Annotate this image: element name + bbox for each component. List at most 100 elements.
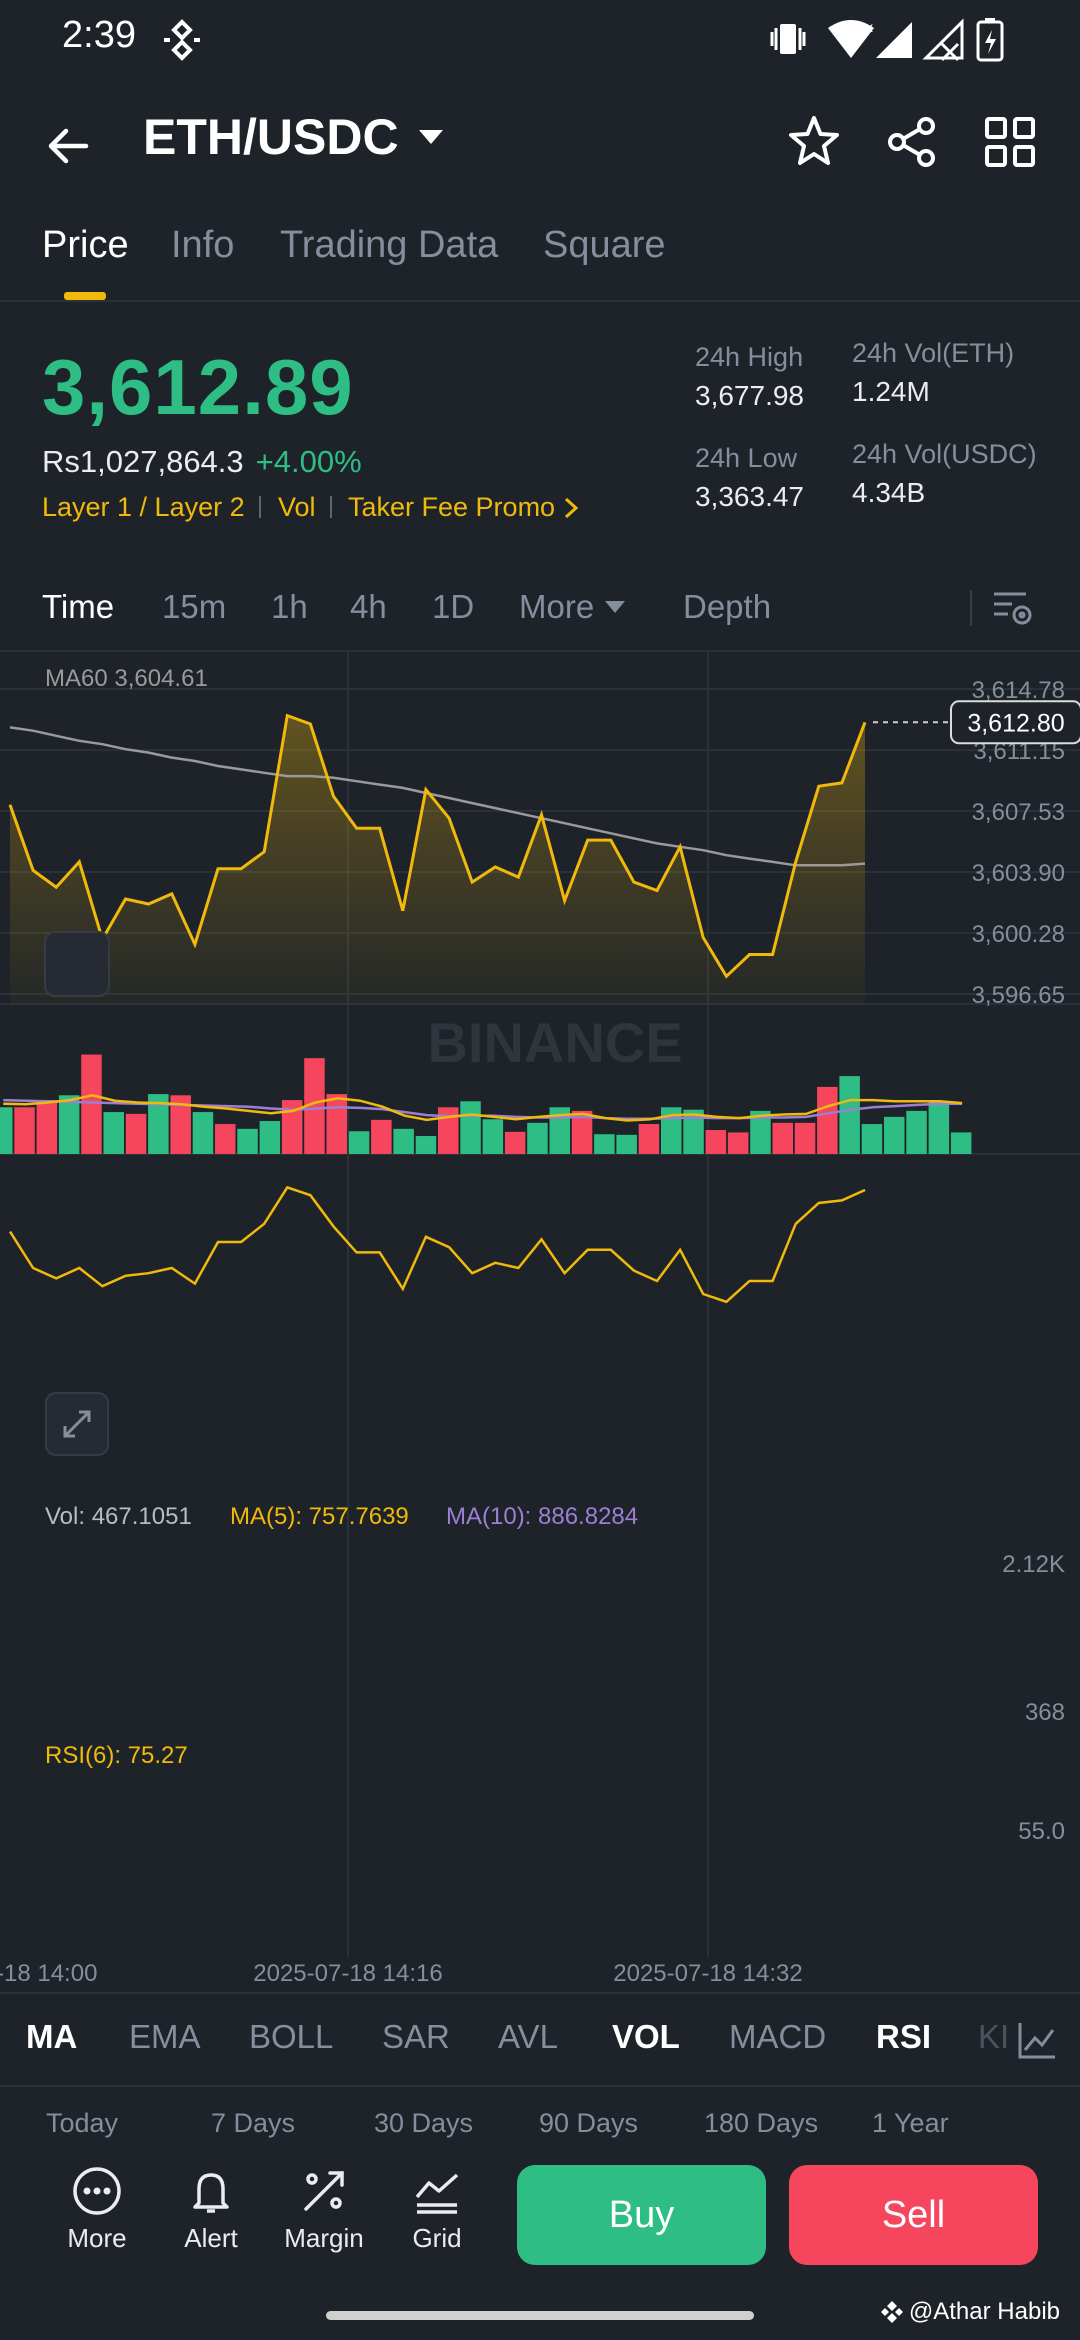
margin-button[interactable]: Margin [279, 2165, 369, 2254]
volume-bar [884, 1116, 905, 1154]
indicator-vol[interactable]: VOL [612, 2018, 680, 2055]
change-percent: +4.00% [255, 444, 362, 479]
credit-text: @Athar Habib [908, 2298, 1060, 2325]
volume-bar [616, 1134, 637, 1154]
share-icon[interactable] [882, 112, 942, 172]
interval-depth[interactable]: Depth [683, 588, 772, 625]
grid-button[interactable]: Grid [392, 2165, 482, 2254]
chart-settings-icon[interactable] [990, 586, 1034, 630]
more-label: More [67, 2223, 127, 2253]
indicator-sar[interactable]: SAR [382, 2018, 450, 2055]
range-today[interactable]: Today [46, 2108, 119, 2138]
fiat-price-row: Rs1,027,864.3 +4.00% [42, 444, 362, 480]
sell-button[interactable]: Sell [789, 2165, 1038, 2265]
high-label: 24h High [695, 342, 804, 372]
volume-bar [817, 1086, 838, 1154]
tag-taker-fee-label: Taker Fee Promo [348, 492, 556, 522]
divider [0, 1992, 1080, 1994]
vol-eth-label: 24h Vol(ETH) [852, 338, 1015, 368]
range-30-days[interactable]: 30 Days [374, 2108, 474, 2138]
fiat-price: Rs1,027,864.3 [42, 444, 244, 479]
volume-bar [281, 1100, 303, 1154]
tag-vol[interactable]: Vol [278, 492, 316, 522]
indicator-macd[interactable]: MACD [729, 2018, 827, 2055]
rsi-ytick: 55.0 [1018, 1818, 1065, 1845]
divider [0, 300, 1080, 302]
range-180-days[interactable]: 180 Days [704, 2108, 819, 2138]
credit-watermark: @Athar Habib [879, 2298, 1060, 2326]
grid-menu-icon[interactable] [980, 112, 1040, 172]
pair-title: ETH/USDC [143, 109, 399, 165]
interval-4h[interactable]: 4h [350, 588, 387, 625]
wifi-icon: x [828, 19, 874, 58]
back-arrow-icon[interactable] [40, 115, 102, 177]
volume-bar [14, 1107, 35, 1154]
interval-more[interactable]: More [519, 588, 626, 626]
tab-square[interactable]: Square [543, 224, 666, 266]
tag-taker-fee-promo[interactable]: Taker Fee Promo [348, 492, 579, 523]
volume-bar [549, 1107, 570, 1154]
indicator-ema[interactable]: EMA [129, 2018, 201, 2055]
volume-bar [215, 1124, 236, 1154]
active-tab-indicator [64, 292, 106, 300]
volume-bar [839, 1076, 860, 1154]
interval-1h[interactable]: 1h [271, 588, 308, 625]
alert-button[interactable]: Alert [166, 2165, 256, 2254]
range-7-days[interactable]: 7 Days [211, 2108, 296, 2138]
indicator-settings-icon[interactable] [1015, 2018, 1059, 2062]
range-90-days[interactable]: 90 Days [539, 2108, 639, 2138]
price-ytick: 3,596.65 [972, 982, 1065, 1009]
volume-bar [438, 1107, 459, 1154]
volume-bar [750, 1110, 771, 1154]
volume-bar [906, 1110, 927, 1154]
margin-label: Margin [284, 2223, 364, 2253]
range-1-year[interactable]: 1 Year [872, 2108, 949, 2138]
volume-bar [81, 1054, 102, 1154]
volume-bar [638, 1124, 660, 1154]
interval-1d[interactable]: 1D [432, 588, 475, 625]
binance-logo-icon [880, 2301, 903, 2323]
indicator-kdj[interactable]: KI [978, 2018, 1010, 2055]
tab-price[interactable]: Price [42, 224, 129, 266]
price-ytick: 3,607.53 [972, 799, 1065, 826]
favorite-star-icon[interactable] [784, 112, 844, 172]
volume-bar [482, 1119, 504, 1154]
status-time: 2:39 [62, 14, 136, 56]
indicator-avl[interactable]: AVL [498, 2018, 558, 2055]
volume-bar [304, 1058, 325, 1154]
fullscreen-button[interactable] [44, 931, 110, 997]
volume-bar [683, 1109, 704, 1154]
price-ytick: 3,603.90 [972, 860, 1065, 887]
price-chart[interactable]: BINANCE MA60 3,604.61 3,614.783,611.153,… [0, 652, 1080, 1992]
expand-icon[interactable] [45, 1392, 109, 1456]
tag-layer[interactable]: Layer 1 / Layer 2 [42, 492, 245, 522]
volume-bar [504, 1131, 526, 1154]
volume-bar [192, 1112, 214, 1154]
tab-info[interactable]: Info [171, 224, 235, 266]
price-line [8, 713, 867, 979]
volume-bar [371, 1119, 392, 1154]
xtick-2: 2025-07-18 14:32 [613, 1960, 803, 1987]
interval-time[interactable]: Time [42, 588, 115, 625]
indicator-ma[interactable]: MA [26, 2018, 78, 2055]
vol-ma10-label: MA(10): 886.8284 [446, 1503, 638, 1530]
volume-bar [705, 1130, 727, 1154]
tab-trading-data[interactable]: Trading Data [280, 224, 499, 266]
volume-bar [794, 1122, 816, 1154]
pair-selector[interactable]: ETH/USDC [143, 108, 445, 166]
low-label: 24h Low [695, 443, 798, 473]
vol-eth-value: 1.24M [852, 376, 930, 407]
indicator-rsi[interactable]: RSI [876, 2018, 932, 2055]
volume-bar [861, 1124, 883, 1154]
signal-icon [876, 22, 912, 58]
bell-icon [193, 2173, 229, 2213]
grid-trading-icon [415, 2173, 459, 2214]
volume-bar [36, 1100, 58, 1154]
more-button[interactable]: More [52, 2165, 142, 2254]
ma60-label: MA60 3,604.61 [45, 665, 208, 692]
interval-15m[interactable]: 15m [162, 588, 227, 625]
buy-button[interactable]: Buy [517, 2165, 766, 2265]
indicator-boll[interactable]: BOLL [249, 2018, 334, 2055]
binance-watermark: BINANCE [427, 1011, 682, 1074]
divider [970, 590, 972, 626]
